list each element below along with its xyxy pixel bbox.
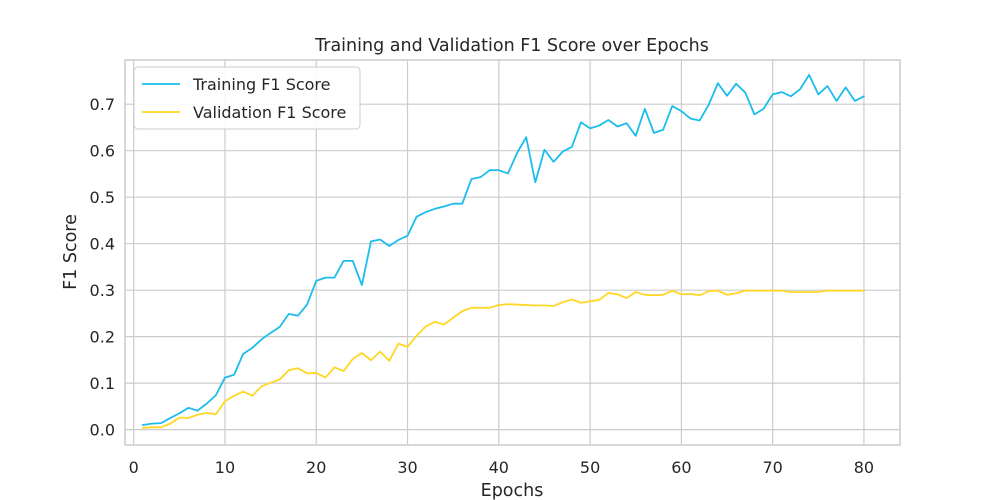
y-tick-label: 0.4 [90, 235, 115, 254]
legend-box [133, 66, 361, 130]
legend-label: Training F1 Score [192, 75, 331, 94]
x-tick-label: 30 [397, 458, 417, 477]
x-tick-label: 20 [306, 458, 326, 477]
y-axis-label: F1 Score [61, 214, 81, 290]
x-tick-label: 10 [215, 458, 235, 477]
x-tick-label: 70 [762, 458, 782, 477]
x-tick-label: 0 [129, 458, 139, 477]
legend-label: Validation F1 Score [193, 103, 346, 122]
y-axis-ticks: 0.0 0.1 0.2 0.3 0.4 0.5 0.6 0.7 [90, 95, 115, 439]
y-tick-label: 0.0 [90, 421, 115, 440]
x-axis-label: Epochs [481, 481, 544, 500]
x-tick-label: 40 [489, 458, 509, 477]
x-tick-label: 80 [854, 458, 874, 477]
plot-frame [124, 59, 901, 446]
chart-title: Training and Validation F1 Score over Ep… [314, 36, 709, 56]
y-tick-label: 0.3 [90, 281, 115, 300]
y-tick-label: 0.6 [90, 142, 115, 161]
y-tick-label: 0.2 [90, 328, 115, 347]
y-tick-label: 0.7 [90, 95, 115, 114]
series-layer [141, 73, 865, 429]
y-tick-label: 0.1 [90, 374, 115, 393]
validation-f1-line [141, 289, 865, 429]
training-f1-line [141, 73, 865, 426]
y-tick-label: 0.5 [90, 188, 115, 207]
x-tick-label: 50 [580, 458, 600, 477]
legend: Training F1 Score Validation F1 Score [133, 66, 361, 130]
x-tick-label: 60 [671, 458, 691, 477]
x-axis-ticks: 0 10 20 30 40 50 60 70 80 [129, 458, 875, 477]
